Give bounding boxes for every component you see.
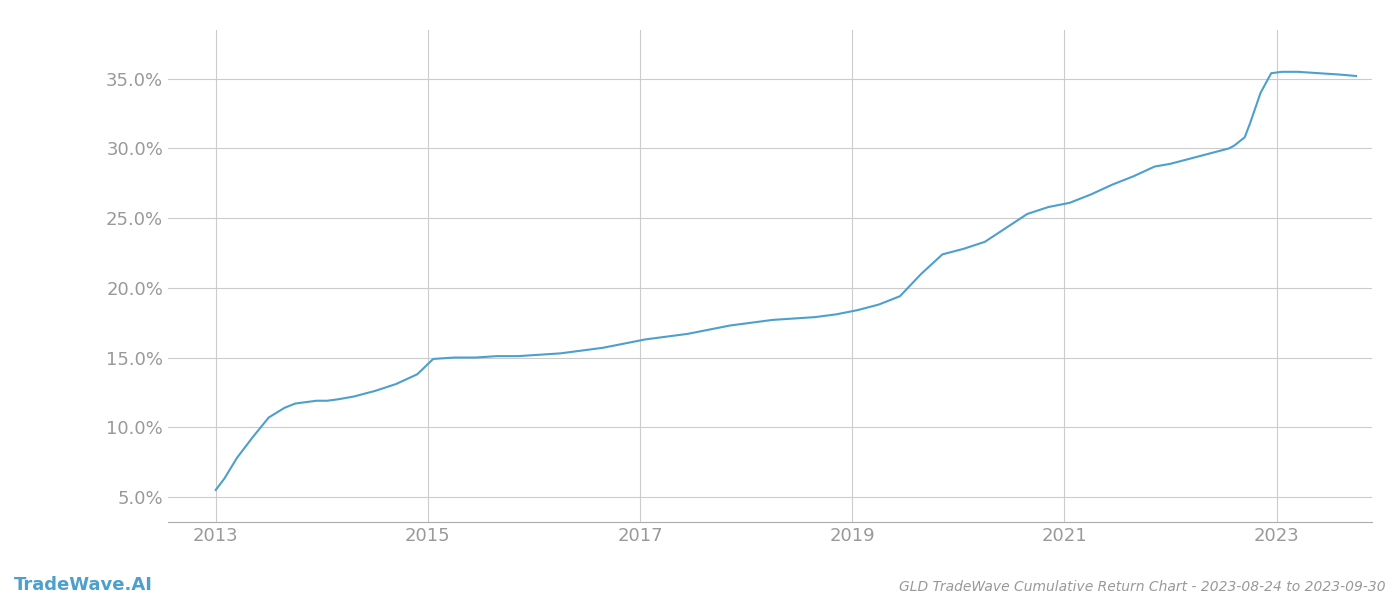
Text: TradeWave.AI: TradeWave.AI [14, 576, 153, 594]
Text: GLD TradeWave Cumulative Return Chart - 2023-08-24 to 2023-09-30: GLD TradeWave Cumulative Return Chart - … [899, 580, 1386, 594]
